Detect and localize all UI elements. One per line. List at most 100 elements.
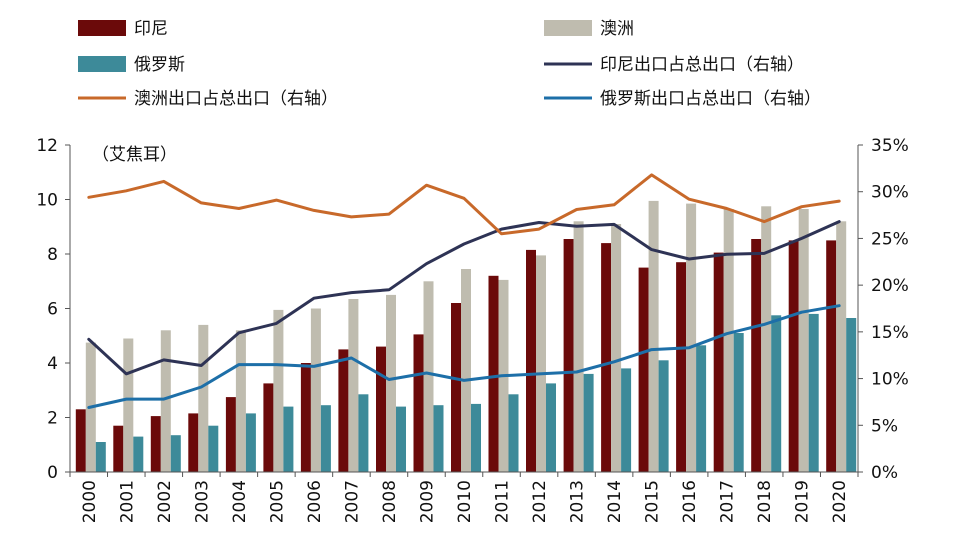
bar: [826, 240, 837, 472]
left-tick-label: 6: [47, 300, 58, 320]
bar: [526, 249, 536, 472]
bar-series-2: [85, 200, 847, 473]
x-tick-label: 2008: [380, 480, 400, 523]
bar: [235, 330, 246, 472]
x-tick-label: 2001: [117, 480, 137, 523]
bar: [358, 394, 369, 472]
right-tick-label: 0%: [871, 463, 898, 483]
x-tick-label: 2007: [342, 480, 362, 523]
left-tick-label: 0: [47, 463, 58, 483]
bar: [583, 373, 594, 472]
bar: [546, 383, 556, 472]
bar: [563, 239, 574, 472]
bar: [601, 243, 612, 472]
bar: [696, 345, 707, 472]
bar: [188, 413, 199, 472]
legend-label: 俄罗斯: [134, 55, 185, 75]
bar: [573, 221, 584, 472]
bar: [413, 334, 424, 472]
x-tick-label: 2019: [793, 480, 813, 523]
bar: [808, 313, 819, 472]
bar: [836, 221, 847, 472]
bar: [733, 333, 744, 472]
bar: [771, 315, 782, 472]
left-tick-label: 10: [36, 191, 58, 211]
bar: [488, 275, 499, 472]
legend-item: 澳洲出口占总出口（右轴）: [78, 89, 338, 109]
bar: [263, 383, 274, 472]
bar: [348, 299, 359, 472]
bar: [170, 435, 181, 472]
right-tick-label: 5%: [871, 416, 898, 436]
bar: [75, 409, 86, 472]
line-series-2: [87, 173, 841, 236]
axes: 0 2 4 6 8 10 12 0% 5% 10% 15% 20% 25% 30% 35% 2000 2001 2…: [36, 136, 908, 523]
legend-swatch: [78, 56, 126, 72]
legend-swatch: [78, 20, 126, 36]
x-tick-label: 2011: [493, 480, 513, 523]
right-tick-label: 15%: [871, 323, 909, 343]
lines: [87, 173, 841, 409]
bar: [536, 255, 546, 472]
bar: [133, 436, 144, 472]
right-tick-label: 35%: [871, 136, 909, 156]
legend-item: 印尼: [78, 19, 168, 39]
bar: [761, 206, 772, 473]
x-tick-label: 2016: [680, 480, 700, 523]
left-tick-label: 12: [36, 136, 58, 156]
x-tick-label: 2012: [530, 480, 550, 523]
bar: [798, 209, 809, 472]
right-tick-label: 25%: [871, 229, 909, 249]
x-tick-label: 2003: [192, 480, 212, 523]
bar: [198, 324, 209, 472]
x-tick-label: 2020: [830, 480, 850, 523]
legend-item: 俄罗斯: [78, 55, 185, 75]
bar: [283, 406, 294, 472]
x-tick-label: 2005: [267, 480, 287, 523]
bar: [461, 269, 471, 472]
legend-label: 澳洲出口占总出口（右轴）: [134, 89, 338, 109]
right-tick-label: 20%: [871, 276, 909, 296]
x-tick-label: 2013: [568, 480, 588, 523]
legend-item: 澳洲: [544, 19, 634, 39]
bar: [245, 413, 256, 472]
bar: [471, 403, 481, 472]
legend-label: 澳洲: [600, 19, 634, 39]
line-series-3: [87, 304, 841, 409]
x-tick-label: 2017: [718, 480, 738, 523]
bar: [751, 239, 762, 472]
left-tick-label: 2: [47, 409, 58, 429]
bar: [676, 262, 687, 472]
right-tick-label: 30%: [871, 183, 909, 203]
bar: [150, 416, 161, 472]
line-series-1: [87, 220, 841, 376]
bar: [451, 303, 461, 472]
x-tick-label: 2010: [455, 480, 475, 523]
legend-label: 俄罗斯出口占总出口（右轴）: [600, 89, 821, 109]
bar: [113, 425, 124, 472]
x-tick-label: 2004: [230, 480, 250, 523]
right-tick-label: 10%: [871, 370, 909, 390]
bar: [846, 318, 857, 472]
bar: [723, 209, 734, 472]
y-axis-unit-label: （艾焦耳）: [92, 145, 177, 165]
bar: [273, 309, 284, 472]
bar: [713, 252, 724, 472]
bar: [648, 200, 659, 472]
x-tick-label: 2018: [755, 480, 775, 523]
bar: [160, 330, 171, 472]
bar: [123, 338, 134, 472]
bar: [686, 203, 697, 472]
bar: [621, 368, 632, 472]
legend-item: 印尼出口占总出口（右轴）: [544, 55, 804, 75]
x-tick-label: 2006: [305, 480, 325, 523]
left-tick-label: 4: [47, 354, 58, 374]
x-tick-label: 2000: [80, 480, 100, 523]
bar: [320, 405, 331, 472]
bar: [788, 240, 799, 472]
legend-swatch: [544, 20, 592, 36]
bar: [423, 281, 434, 473]
bar: [396, 406, 406, 472]
